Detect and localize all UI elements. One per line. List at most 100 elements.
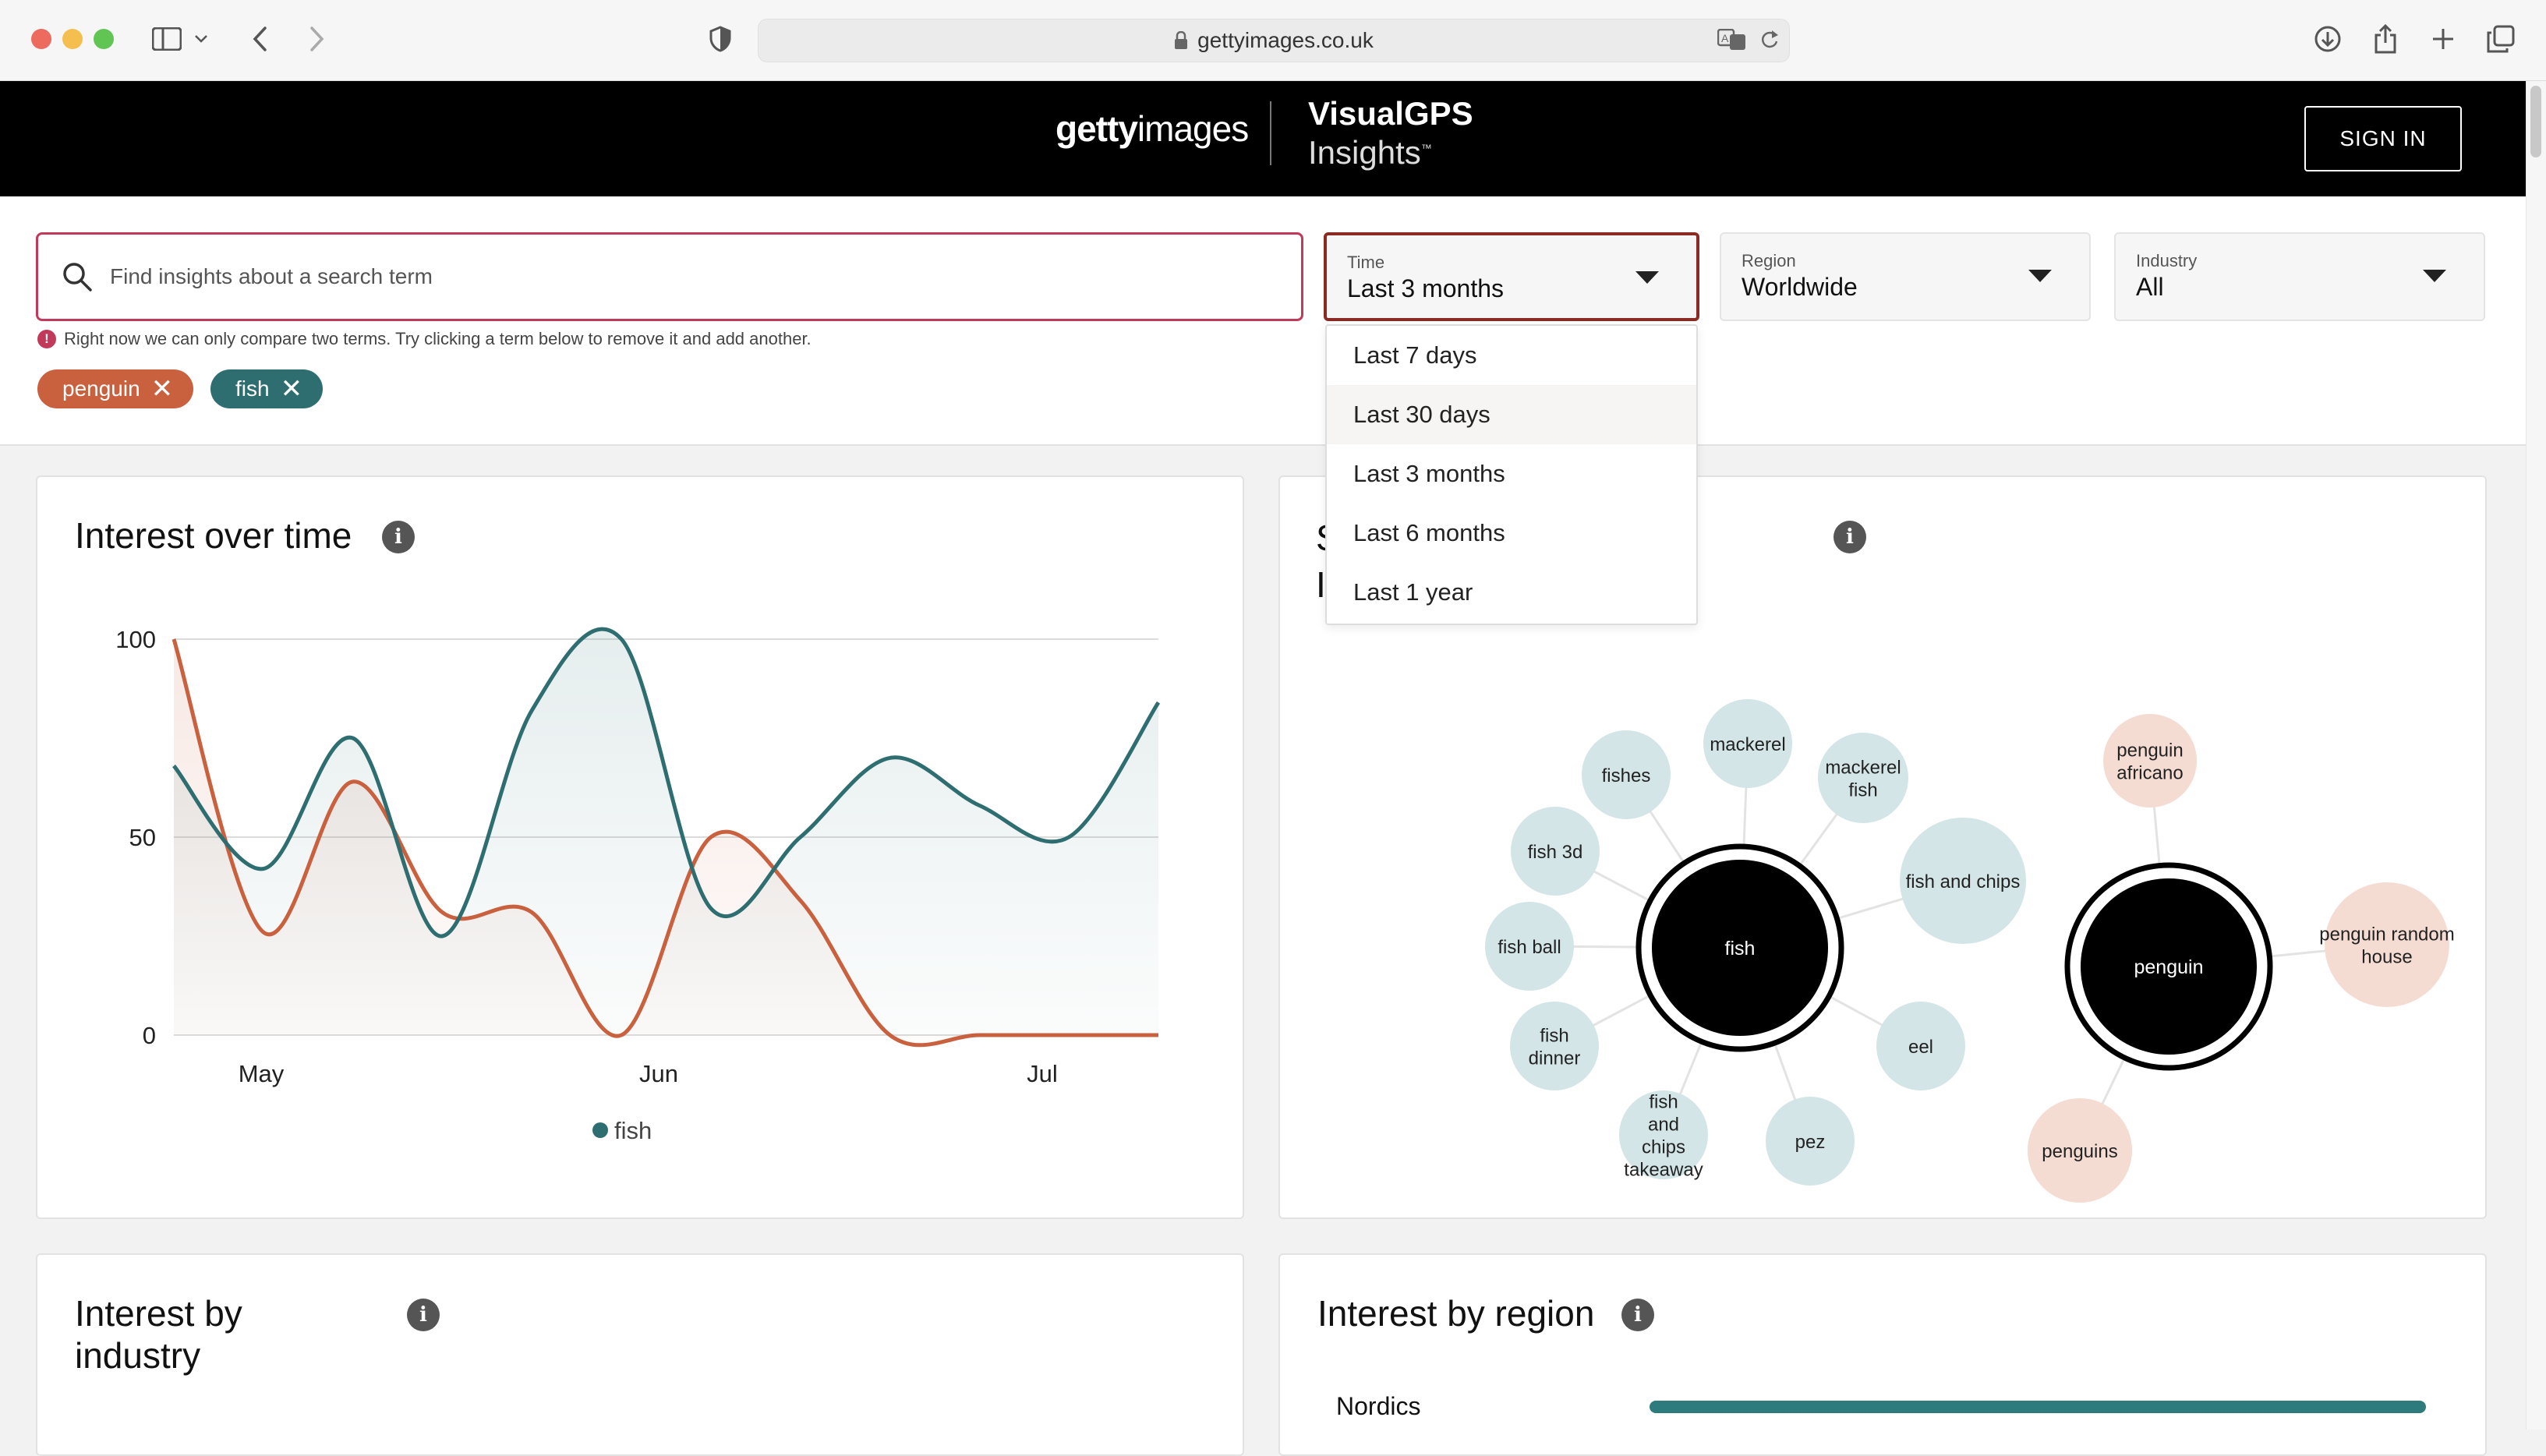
bubble-label: fish (1848, 780, 1877, 801)
tabs-overview-icon[interactable] (2484, 22, 2518, 56)
new-tab-icon[interactable] (2426, 22, 2460, 56)
term-chip-penguin[interactable]: penguin ✕ (37, 369, 194, 408)
bubble-label: penguins (2042, 1141, 2117, 1162)
bubble-label: fish and chips (1906, 871, 2021, 892)
center-bubble-label: fish (1725, 938, 1756, 959)
reload-icon[interactable] (1759, 29, 1780, 51)
close-icon[interactable]: ✕ (150, 374, 174, 404)
industry-dropdown[interactable]: Industry All (2114, 232, 2485, 321)
browser-toolbar: gettyimages.co.uk A (0, 0, 2546, 81)
y-tick-label: 0 (143, 1022, 156, 1049)
chip-label: penguin (62, 376, 140, 401)
legend-dot (592, 1122, 608, 1138)
bubble-label: fish 3d (1528, 842, 1583, 863)
logo-line-2: Insights™ (1308, 134, 1432, 171)
fish-related-term[interactable]: fish 3d (1511, 807, 1600, 896)
interest-over-time-chart: 0 50 100 May Jun Jul fish (115, 626, 1161, 1144)
bubble-label: fish (1649, 1092, 1678, 1113)
bubble-label: fish ball (1498, 937, 1561, 958)
time-dropdown-menu: Last 7 days Last 30 days Last 3 months L… (1325, 324, 1698, 625)
region-row-label: Nordics (1336, 1392, 1421, 1420)
forward-icon[interactable] (299, 22, 334, 56)
fish-related-term[interactable]: fish and chips (1900, 818, 2026, 944)
close-window-button[interactable] (31, 29, 51, 49)
time-option-3-months[interactable]: Last 3 months (1353, 460, 1505, 487)
share-icon[interactable] (2368, 22, 2403, 56)
back-icon[interactable] (243, 22, 278, 56)
caret-down-icon (2423, 270, 2446, 282)
center-bubble-label: penguin (2134, 956, 2204, 978)
translate-icon[interactable]: A (1717, 29, 1747, 51)
industry-dropdown-value: All (2136, 273, 2164, 301)
fish-related-term[interactable]: pez (1766, 1097, 1855, 1186)
bubble-label: takeaway (1624, 1160, 1703, 1181)
zoom-window-button[interactable] (94, 29, 114, 49)
page-scrollbar[interactable] (2526, 81, 2546, 1429)
svg-text:A: A (1721, 32, 1729, 44)
fish-related-term[interactable]: fish ball (1485, 902, 1574, 991)
sidebar-icon[interactable] (150, 22, 184, 56)
bubble-label: penguin (2116, 740, 2183, 762)
region-dropdown[interactable]: Region Worldwide (1720, 232, 2091, 321)
bubble-label: mackerel (1825, 758, 1901, 779)
fish-related-term[interactable]: eel (1876, 1002, 1965, 1090)
time-option-1-year[interactable]: Last 1 year (1353, 578, 1473, 606)
sign-in-button[interactable]: SIGN IN (2304, 106, 2462, 171)
fish-center-bubble[interactable]: fish (1635, 843, 1844, 1052)
penguin-center-bubble[interactable]: penguin (2064, 862, 2273, 1071)
bubble-label: dinner (1529, 1048, 1581, 1069)
logo-line-1: VisualGPS (1308, 95, 1473, 132)
address-bar[interactable]: gettyimages.co.uk A (758, 19, 1790, 62)
warning-text: Right now we can only compare two terms.… (64, 329, 812, 348)
time-option-7-days[interactable]: Last 7 days (1353, 341, 1477, 369)
info-icon[interactable]: i (1621, 1299, 1654, 1331)
page-scrollbar-thumb[interactable] (2530, 86, 2541, 157)
penguin-related-term[interactable]: penguins (2028, 1098, 2132, 1203)
fish-related-term[interactable]: mackerel (1703, 699, 1792, 788)
url-text: gettyimages.co.uk (1197, 28, 1374, 52)
search-placeholder: Find insights about a search term (110, 264, 433, 288)
x-tick-label: May (239, 1060, 285, 1087)
x-tick-label: Jul (1027, 1060, 1058, 1087)
legend-label[interactable]: fish (614, 1117, 652, 1144)
bubble-label: fishes (1602, 765, 1651, 786)
interest-by-region-card (1278, 1253, 2487, 1456)
fish-related-term[interactable]: fishes (1582, 730, 1671, 819)
warning-icon: ! (37, 330, 56, 348)
shield-icon[interactable] (703, 22, 737, 56)
region-bar-track (1650, 1401, 2426, 1413)
time-dropdown[interactable]: Time Last 3 months (1324, 232, 1699, 321)
time-dropdown-label: Time (1347, 253, 1385, 272)
minimize-window-button[interactable] (62, 29, 83, 49)
bubble-label: penguin random (2319, 924, 2454, 945)
info-icon[interactable]: i (407, 1299, 440, 1331)
interest-over-time-title: Interest over time (75, 515, 352, 556)
info-icon[interactable]: i (1833, 521, 1866, 553)
bubble-label: house (2361, 947, 2412, 968)
term-chip-fish[interactable]: fish ✕ (210, 369, 324, 408)
chip-label: fish (235, 376, 270, 401)
y-tick-label: 100 (115, 626, 156, 653)
gettyimages-logo[interactable]: gettyimages (1056, 108, 1249, 149)
lock-icon (1175, 31, 1188, 49)
bubble-label: eel (1908, 1037, 1933, 1058)
info-icon[interactable]: i (382, 521, 415, 553)
search-icon (63, 263, 92, 292)
time-dropdown-value: Last 3 months (1347, 274, 1504, 302)
bubble-label: chips (1642, 1137, 1685, 1158)
visualgps-logo[interactable]: VisualGPS Insights™ (1308, 97, 1473, 170)
download-icon[interactable] (2311, 22, 2345, 56)
region-dropdown-label: Region (1742, 251, 1796, 270)
y-tick-label: 50 (129, 824, 156, 851)
bubble-label: mackerel (1710, 734, 1785, 755)
time-option-30-days[interactable]: Last 30 days (1327, 385, 1696, 444)
time-option-6-months[interactable]: Last 6 months (1353, 519, 1505, 546)
close-icon[interactable]: ✕ (280, 374, 303, 404)
chevron-down-icon[interactable] (192, 22, 210, 56)
search-input[interactable]: Find insights about a search term (36, 232, 1303, 321)
